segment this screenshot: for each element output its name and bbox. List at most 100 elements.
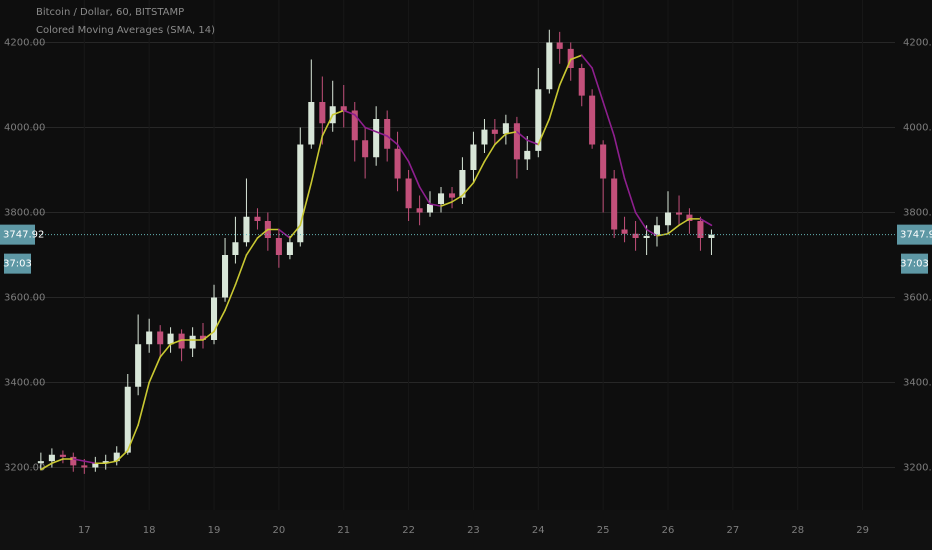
y-tick-label: 3400.00 [903, 378, 932, 389]
price-tag [0, 224, 35, 245]
sma-segment [289, 224, 302, 239]
candle-body [157, 331, 164, 345]
candle-body [513, 123, 520, 160]
sma-segment [537, 118, 551, 146]
candle-body [578, 68, 585, 96]
candle-body [556, 42, 563, 49]
sma-segment [159, 343, 172, 358]
countdown-tag [901, 253, 928, 274]
candle-body [589, 95, 596, 145]
sma-segment [656, 232, 669, 237]
candle-body [319, 102, 326, 124]
candle-body [708, 234, 715, 238]
y-tick-label: 3600.00 [4, 293, 45, 304]
candle-body [643, 235, 650, 238]
sma-segment [278, 228, 291, 239]
sma-segment [126, 424, 139, 452]
candle-body [535, 89, 542, 151]
candle-body [373, 119, 380, 158]
candle-body [48, 454, 55, 462]
x-tick-label: 18 [143, 525, 156, 536]
candle-body [426, 204, 434, 213]
candle-body [81, 465, 88, 468]
overlay: 3747.92 37:03 3747.92 37:03 [0, 224, 932, 274]
sma-segment [440, 201, 453, 207]
x-tick-label: 28 [791, 525, 804, 536]
x-tick-label: 26 [662, 525, 675, 536]
candle-body [222, 255, 229, 298]
candle-body [449, 193, 456, 198]
candle-body [37, 461, 44, 464]
sma-segment [699, 218, 713, 227]
sma-segment [386, 135, 399, 146]
sma-segment [331, 109, 345, 116]
y-tick-label: 4000.00 [4, 123, 45, 134]
candle-body [124, 386, 131, 453]
sma-segment [494, 133, 507, 146]
sma-segment [310, 135, 324, 184]
sma-segment [558, 58, 572, 86]
sma-segment [51, 458, 64, 465]
sma-segment [548, 84, 561, 120]
sma-segment [602, 101, 615, 137]
sma-segment [418, 186, 431, 205]
candle-body [113, 452, 120, 462]
candle-body [178, 333, 185, 349]
sma-segment [148, 356, 161, 384]
x-tick-label: 24 [532, 525, 545, 536]
sma-segment [202, 330, 215, 341]
y-tick-label: 3600.00 [903, 293, 932, 304]
candle-body [437, 193, 445, 204]
candle-body [481, 129, 488, 145]
candle-body [286, 242, 293, 255]
candle-body [600, 144, 607, 179]
candle-body [405, 178, 412, 209]
countdown-tag [4, 253, 31, 274]
price-tag [897, 224, 932, 245]
sma-segment [213, 309, 226, 333]
sma-segment [375, 130, 388, 137]
sma-segment [321, 113, 334, 137]
candle-body [697, 221, 704, 238]
plot [37, 29, 715, 474]
sma-segment [115, 449, 129, 462]
x-tick-label: 22 [402, 525, 415, 536]
sma-segment [516, 130, 529, 142]
sma-segment [451, 194, 464, 203]
sma-segment [623, 177, 637, 214]
sma-segment [40, 462, 53, 471]
candle-body [254, 216, 261, 221]
sma-segment [429, 203, 442, 207]
countdown-label: 37:03 [900, 259, 929, 270]
price-tag-label: 3747.92 [3, 230, 44, 241]
candle-body [243, 216, 250, 243]
sma-segment [234, 254, 248, 286]
x-tick-label: 17 [78, 525, 91, 536]
candle-body [232, 242, 239, 255]
indicator-label: Colored Moving Averages (SMA, 14) [36, 25, 215, 36]
candle-body [275, 238, 282, 255]
candle-body [92, 463, 99, 468]
sma-segment [613, 135, 626, 180]
sma-segment [645, 228, 658, 237]
y-tick-label: 4000.00 [903, 123, 932, 134]
candle-body [653, 225, 661, 236]
sma-segment [353, 113, 366, 129]
sma-segment [472, 160, 486, 184]
candle-body [70, 456, 77, 466]
candle-body [524, 150, 531, 160]
candle-body [102, 461, 109, 464]
candle-body [416, 208, 423, 213]
grid: 3200.00 3200.00 3400.00 3400.00 3600.00 3600.… [4, 0, 932, 536]
sma-segment [364, 126, 377, 133]
y-tick-label: 3800.00 [4, 208, 45, 219]
y-tick-label: 4200.00 [4, 38, 45, 49]
x-tick-label: 25 [597, 525, 610, 536]
candle-body [502, 123, 509, 134]
sma-segment [169, 339, 183, 346]
sma-segment [580, 54, 593, 69]
y-tick-label: 3200.00 [903, 463, 932, 474]
price-tag-label: 3747.92 [900, 230, 932, 241]
